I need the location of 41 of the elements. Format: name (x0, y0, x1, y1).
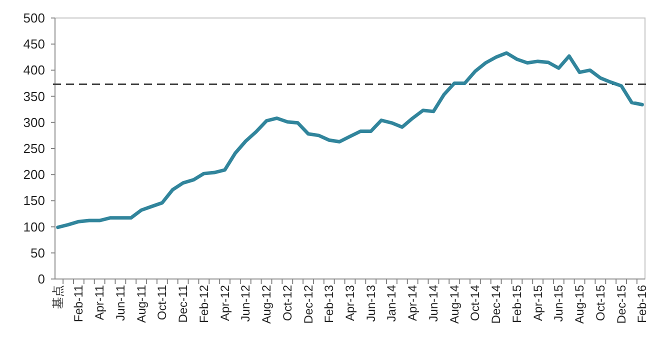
y-tick-label: 450 (23, 36, 45, 52)
x-tick-label: Jun-13 (364, 284, 378, 322)
x-tick-label: Oct-15 (593, 284, 608, 322)
x-tick-label: Feb-11 (72, 284, 86, 322)
x-tick-label: Dec-15 (614, 284, 628, 324)
x-tick-label: Dec-11 (176, 284, 190, 323)
x-tick-label: Aug-11 (134, 284, 148, 323)
x-tick-label: Jun-11 (113, 284, 128, 321)
x-tick-label: Feb-13 (322, 284, 336, 324)
x-tick-label: Feb-12 (196, 284, 211, 324)
x-tick-label: Oct-14 (468, 284, 482, 322)
x-tick-label: Aug-14 (447, 284, 462, 324)
x-tick-label: Aug-12 (260, 284, 274, 324)
x-tick-label: Apr-11 (92, 284, 107, 320)
x-tick-label: Jun-14 (426, 284, 440, 322)
x-tick-label: Feb-16 (635, 284, 650, 324)
y-tick-label: 250 (23, 141, 45, 156)
x-tick-label: Jun-12 (238, 284, 253, 322)
y-tick-label: 350 (23, 88, 45, 104)
y-tick-label: 100 (23, 219, 45, 234)
line-series (56, 51, 644, 230)
x-tick-label: Apr-12 (218, 284, 232, 322)
x-tick-label: Jan-14 (384, 284, 399, 322)
x-tick-label: Apr-15 (530, 284, 545, 322)
x-tick-label: Dec-14 (489, 284, 504, 324)
x-tick-label: Oct-12 (280, 284, 294, 322)
y-tick-label: 200 (23, 167, 45, 182)
x-tick-label: Apr-14 (406, 284, 420, 322)
x-tick-label: Aug-15 (572, 284, 587, 324)
y-tick-label: 50 (30, 245, 45, 260)
x-tick-label: Feb-15 (510, 284, 524, 324)
x-tick-label: Dec-12 (301, 284, 316, 324)
y-tick-label: 400 (23, 62, 45, 78)
x-tick-label: 基点 (50, 285, 65, 309)
x-tick-label: Apr-13 (343, 284, 357, 322)
y-tick-label: 500 (23, 10, 45, 26)
y-tick-label: 300 (23, 114, 45, 130)
y-tick-label: 150 (23, 193, 45, 208)
x-tick-label: Jun-15 (552, 284, 566, 322)
x-tick-label: Oct-11 (155, 284, 170, 320)
y-tick-label: 0 (38, 272, 45, 286)
